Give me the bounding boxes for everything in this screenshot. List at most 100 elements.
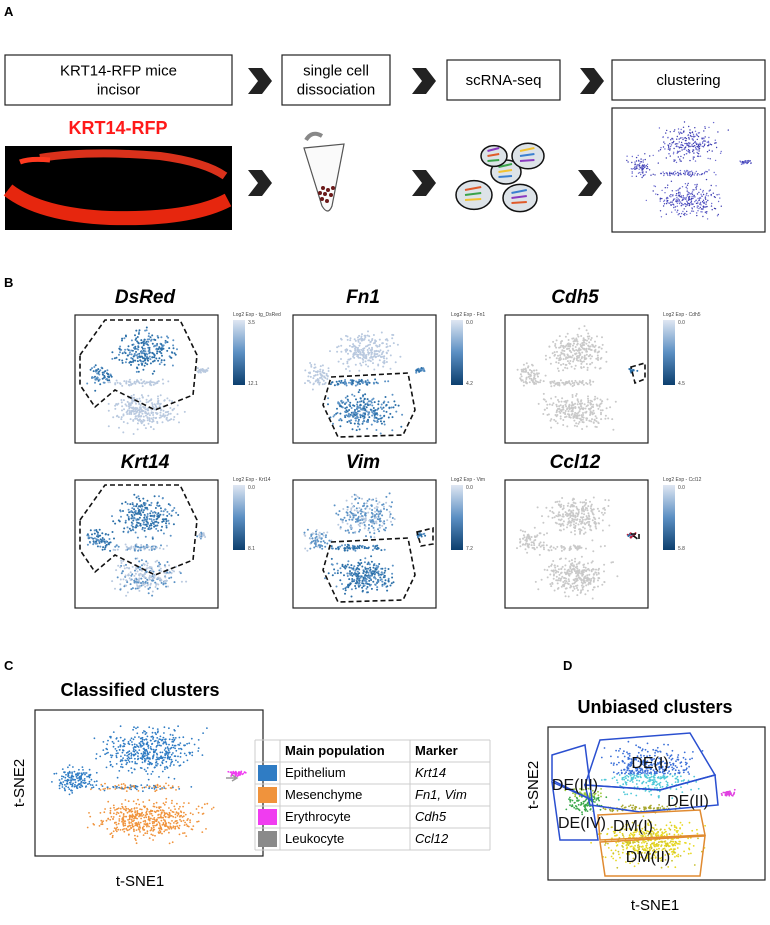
cell-dot [692, 172, 693, 173]
cell-dot [577, 417, 579, 419]
cell-dot [345, 383, 347, 385]
cell-dot [686, 143, 687, 144]
cell-dot [693, 136, 694, 137]
cell-dot [383, 407, 385, 409]
cell-dot [585, 502, 587, 504]
cell-dot [607, 417, 609, 419]
cell-dot [304, 369, 306, 371]
cell-dot [137, 336, 139, 338]
cell-dot [372, 570, 374, 572]
cell-dot [171, 352, 173, 354]
cell-dot [595, 528, 597, 530]
cell-dot [349, 339, 351, 341]
cell-dot [692, 191, 693, 192]
cell-dot [682, 197, 683, 198]
cell-dot [362, 423, 364, 425]
cell-dot [362, 348, 364, 350]
cell-dot [380, 349, 382, 351]
cell-dot [82, 779, 84, 781]
cell-dot [146, 517, 148, 519]
cell-dot [587, 400, 589, 402]
cell-dot [156, 504, 158, 506]
cell-dot [579, 408, 581, 410]
cell-dot [358, 547, 360, 549]
cell-dot [119, 520, 121, 522]
cell-dot [119, 382, 121, 384]
cell-dot [678, 132, 679, 133]
cell-dot [579, 381, 581, 383]
cell-dot [147, 515, 149, 517]
cell-dot [373, 382, 375, 384]
cell-dot [640, 158, 641, 159]
cell-dot [378, 345, 380, 347]
cell-dot [578, 347, 580, 349]
cell-dot [111, 580, 113, 582]
cell-dot [585, 507, 587, 509]
cell-dot [589, 348, 591, 350]
cell-dot [314, 364, 316, 366]
cell-dot [580, 523, 582, 525]
cell-dot [699, 143, 700, 144]
cell-dot [174, 808, 176, 810]
cell-dot [392, 565, 394, 567]
cell-dot [520, 373, 522, 375]
cell-dot [371, 525, 373, 527]
cell-dot [375, 417, 377, 419]
cell-dot [688, 183, 689, 184]
cell-dot [660, 200, 661, 201]
cell-dot [164, 508, 166, 510]
cell-dot [348, 544, 350, 546]
cell-dot [585, 343, 587, 345]
cell-dot [527, 545, 529, 547]
cell-dot [595, 569, 597, 571]
cell-dot [344, 593, 346, 595]
cell-dot [148, 338, 150, 340]
cell-dot [309, 372, 311, 374]
cell-dot [362, 591, 364, 593]
cell-dot [660, 173, 661, 174]
cell-dot [129, 410, 131, 412]
cell-dot [355, 521, 357, 523]
cell-dot [203, 370, 205, 372]
cell-dot [683, 204, 684, 205]
cell-dot [157, 348, 159, 350]
cell-dot [675, 195, 676, 196]
cell-dot [351, 394, 353, 396]
tube-icon [304, 134, 344, 211]
cell-dot [334, 504, 336, 506]
cell-dot [545, 401, 547, 403]
cell-dot [576, 578, 578, 580]
cell-dot [672, 201, 673, 202]
cell-dot [392, 416, 394, 418]
cell-dot [596, 417, 598, 419]
cell-dot [188, 802, 190, 804]
cell-dot [692, 132, 693, 133]
cell-dot [686, 153, 687, 154]
cell-dot [125, 352, 127, 354]
cell-dot [546, 407, 548, 409]
cell-dot [380, 574, 382, 576]
cell-dot [358, 423, 360, 425]
cell-dot [155, 507, 157, 509]
cell-dot [682, 186, 683, 187]
cell-dot [143, 416, 145, 418]
cell-dot [578, 524, 580, 526]
cell-dot [697, 193, 698, 194]
cell-dot [373, 577, 375, 579]
cell-dot [181, 581, 183, 583]
cell-dot [375, 565, 377, 567]
cell-dot [364, 335, 366, 337]
cell-dot [593, 410, 595, 412]
cell-dot [576, 564, 578, 566]
cell-dot [586, 515, 588, 517]
cell-dot [557, 565, 559, 567]
cell-dot [598, 510, 600, 512]
cell-dot [702, 143, 703, 144]
cell-dot [696, 203, 697, 204]
cell-dot [374, 339, 376, 341]
cell-dot [551, 404, 553, 406]
cell-dot [693, 139, 694, 140]
cell-dot [143, 563, 145, 565]
cell-dot [182, 832, 184, 834]
cell-dot [383, 415, 385, 417]
